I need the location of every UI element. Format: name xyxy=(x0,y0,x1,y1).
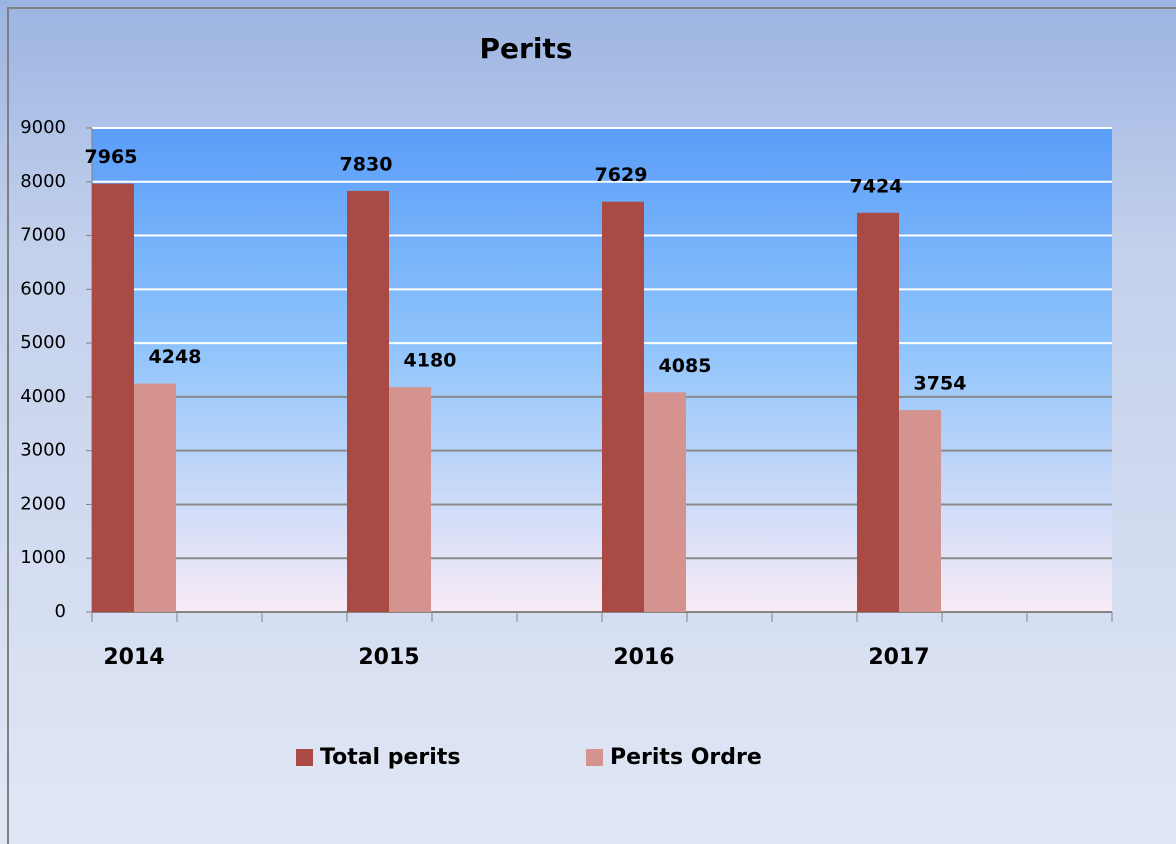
y-tick-label: 2000 xyxy=(20,493,66,514)
bar xyxy=(92,183,134,612)
x-tick-label: 2016 xyxy=(613,645,674,670)
data-label: 3754 xyxy=(914,373,967,395)
y-tick-label: 1000 xyxy=(20,547,66,568)
data-label: 7629 xyxy=(595,164,648,186)
x-tick-label: 2014 xyxy=(103,645,164,670)
y-tick-label: 7000 xyxy=(20,225,66,246)
data-label: 4248 xyxy=(149,346,202,368)
x-tick-label: 2017 xyxy=(868,645,929,670)
data-label: 4180 xyxy=(404,350,457,372)
y-tick-label: 0 xyxy=(55,601,66,622)
x-tick-label: 2015 xyxy=(358,645,419,670)
legend-swatch xyxy=(586,749,603,766)
y-tick-label: 6000 xyxy=(20,278,66,299)
data-label: 4085 xyxy=(659,355,712,377)
data-label: 7830 xyxy=(340,153,393,175)
y-tick-label: 4000 xyxy=(20,386,66,407)
y-tick-label: 3000 xyxy=(20,440,66,461)
y-tick-label: 5000 xyxy=(20,332,66,353)
y-tick-label: 9000 xyxy=(20,117,66,138)
bar xyxy=(602,201,644,612)
legend-swatch xyxy=(296,749,313,766)
bar xyxy=(134,383,176,612)
chart-title: Perits xyxy=(480,32,573,65)
bar xyxy=(347,190,389,613)
data-label: 7965 xyxy=(85,146,138,168)
data-label: 7424 xyxy=(850,175,903,197)
y-tick-label: 8000 xyxy=(20,171,66,192)
legend-label: Perits Ordre xyxy=(610,745,762,770)
legend-label: Total perits xyxy=(320,745,460,770)
bar xyxy=(899,410,941,612)
bar xyxy=(644,392,686,612)
bar xyxy=(857,212,899,612)
frame xyxy=(7,7,1176,844)
bar xyxy=(389,387,431,612)
